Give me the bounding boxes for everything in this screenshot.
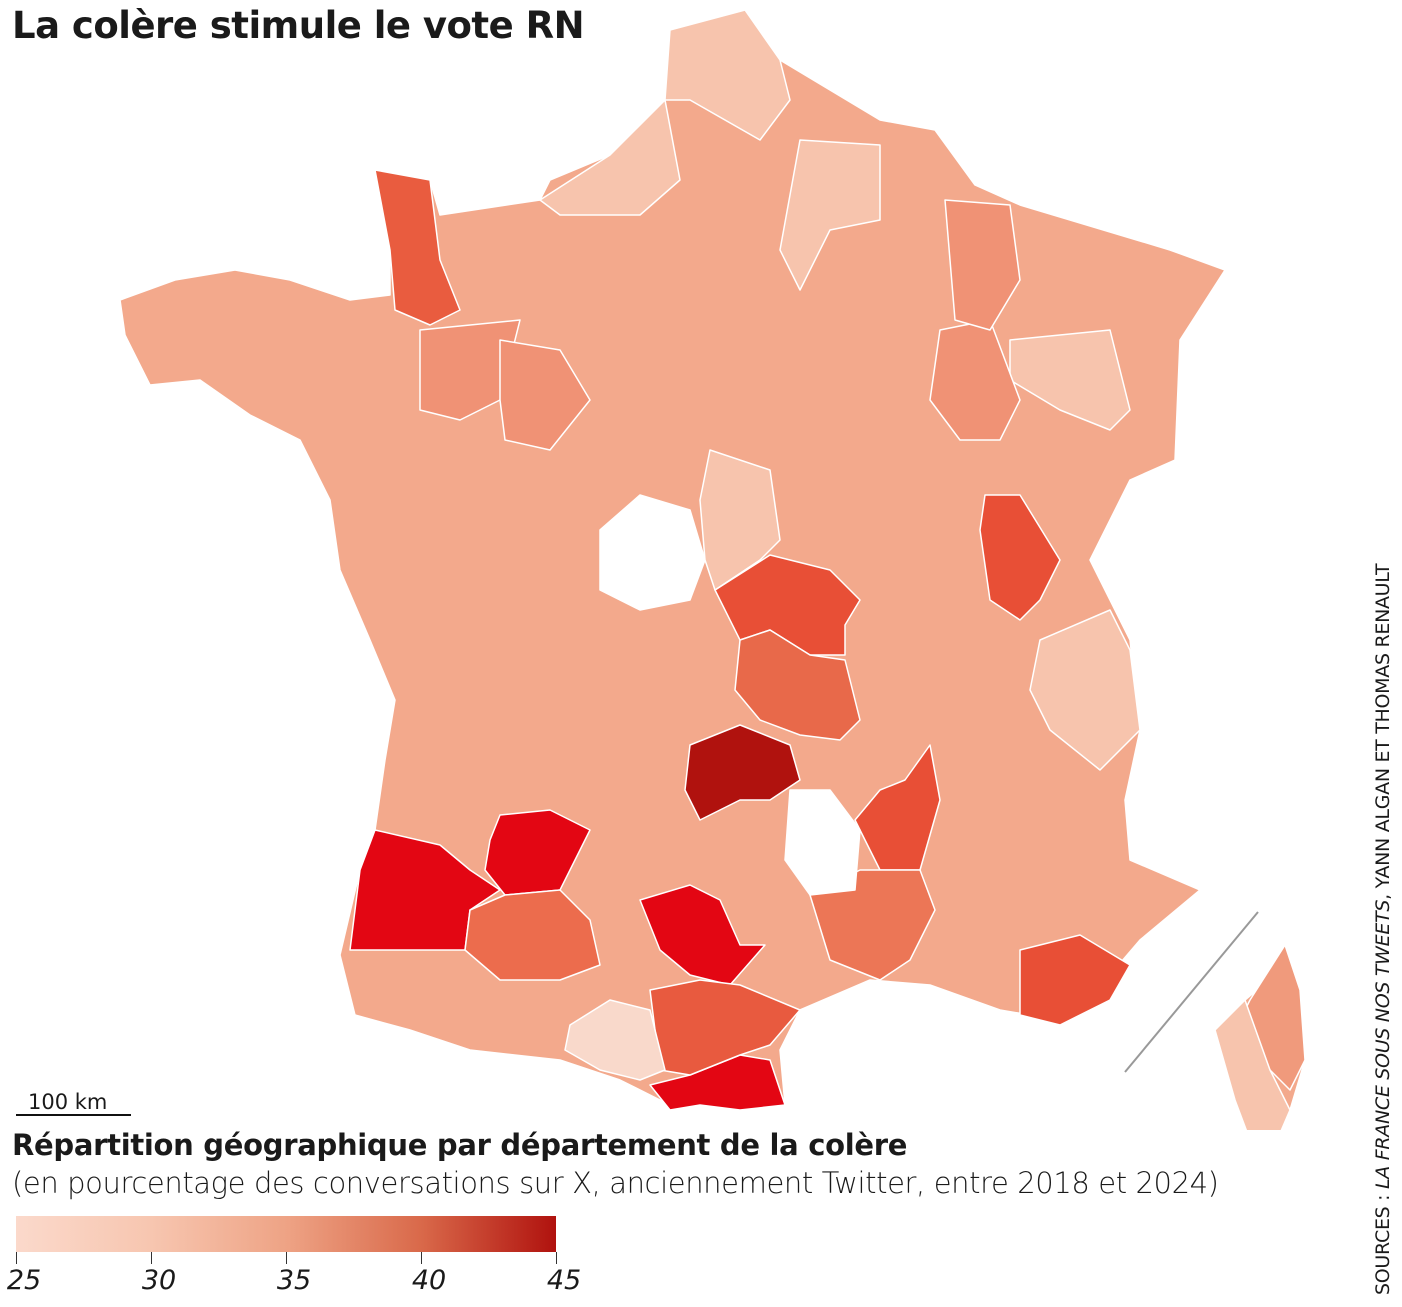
color-scale-bar [16, 1216, 556, 1252]
department-no-data [599, 494, 706, 611]
department-region [854, 744, 941, 871]
department-region [944, 199, 1021, 331]
france-choropleth-map [119, 9, 1306, 1130]
legend-tick-label: 25 [6, 1265, 42, 1296]
map-title: La colère stimule le vote RN [12, 4, 585, 47]
department-no-data [784, 789, 861, 896]
department-region [639, 884, 766, 986]
legend-tick [421, 1252, 422, 1264]
legend-tick-label: 35 [276, 1265, 312, 1296]
department-region [539, 99, 681, 216]
legend-tick [556, 1252, 557, 1264]
department-region [419, 319, 521, 421]
sources-book-title: LA FRANCE SOUS NOS TWEETS [1372, 899, 1394, 1189]
department-region [374, 169, 461, 326]
scale-bar: 100 km [16, 1090, 131, 1116]
legend-tick-label: 40 [411, 1265, 447, 1296]
department-region [734, 629, 861, 741]
sources-authors: , YANN ALGAN ET THOMAS RENAULT [1372, 563, 1394, 900]
department-region [979, 494, 1061, 621]
legend-tick [286, 1252, 287, 1264]
department-region [464, 889, 601, 981]
sources-credit: SOURCES : LA FRANCE SOUS NOS TWEETS, YAN… [1372, 564, 1394, 1295]
sources-prefix: SOURCES : [1372, 1189, 1394, 1295]
department-region [499, 339, 591, 451]
legend-tick [16, 1252, 17, 1264]
corsica-divider-line [1124, 911, 1259, 1073]
department-region [809, 869, 936, 981]
department-region [779, 139, 881, 291]
department-region [1214, 999, 1291, 1130]
legend-tick-label: 45 [546, 1265, 582, 1296]
legend-tick-label: 30 [141, 1265, 177, 1296]
department-region [699, 449, 781, 591]
legend-tick [151, 1252, 152, 1264]
department-region [564, 999, 666, 1081]
department-region [649, 979, 801, 1076]
legend-title: Répartition géographique par département… [12, 1128, 908, 1162]
department-region [1019, 934, 1131, 1026]
department-region [1029, 609, 1141, 771]
department-region [664, 9, 791, 141]
department-region [684, 724, 801, 821]
legend-subtitle: (en pourcentage des conversations sur X,… [12, 1166, 1219, 1200]
